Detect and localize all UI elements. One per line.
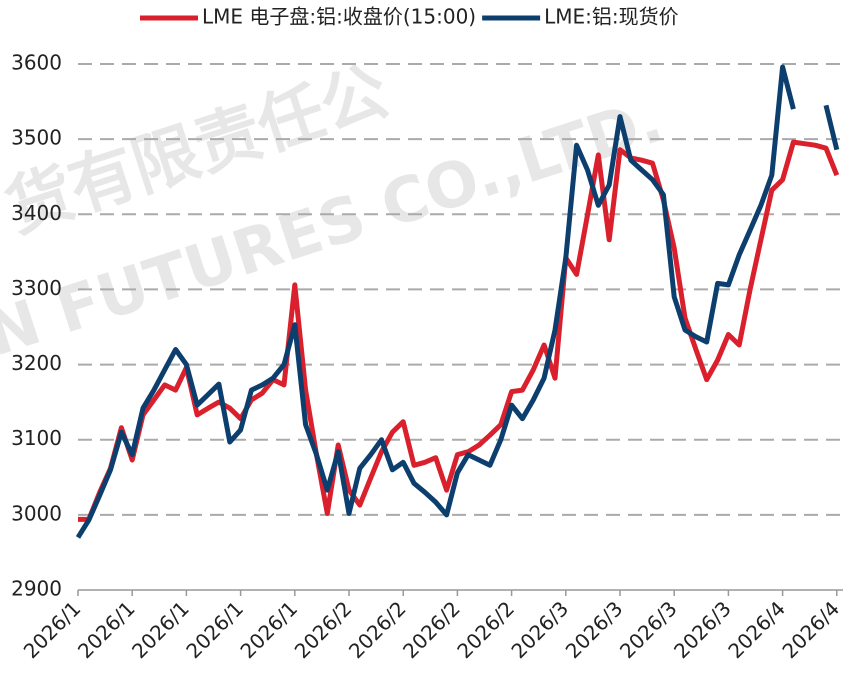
series-line [75, 64, 840, 539]
y-tick-label: 3500 [11, 126, 62, 150]
y-tick-label: 3100 [11, 426, 62, 450]
x-tick-label: 2026/2 [344, 596, 411, 663]
x-tick-label: 2026/1 [73, 596, 140, 663]
x-tick-label: 2026/4 [723, 596, 790, 663]
series-line [78, 139, 840, 522]
y-tick-label: 2900 [11, 577, 62, 601]
x-tick-label: 2026/3 [506, 596, 573, 663]
x-tick-label: 2026/3 [669, 596, 736, 663]
legend-label: LME:铝:现货价 [544, 5, 679, 29]
y-tick-label: 3300 [11, 276, 62, 300]
y-tick-label: 3400 [11, 201, 62, 225]
x-tick-label: 2026/1 [19, 596, 86, 663]
x-tick-label: 2026/1 [235, 596, 302, 663]
x-tick-label: 2026/1 [127, 596, 194, 663]
y-tick-label: 3000 [11, 501, 62, 525]
x-tick-label: 2026/2 [398, 596, 465, 663]
x-tick-label: 2026/2 [290, 596, 357, 663]
x-tick-label: 2026/2 [452, 596, 519, 663]
y-tick-label: 3200 [11, 351, 62, 375]
x-tick-label: 2026/3 [615, 596, 682, 663]
x-tick-label: 2026/4 [777, 596, 843, 663]
y-tick-label: 3600 [11, 51, 62, 75]
x-tick-label: 2026/3 [561, 596, 628, 663]
legend-label: LME 电子盘:铝:收盘价(15:00) [202, 5, 476, 29]
x-tick-label: 2026/1 [181, 596, 248, 663]
